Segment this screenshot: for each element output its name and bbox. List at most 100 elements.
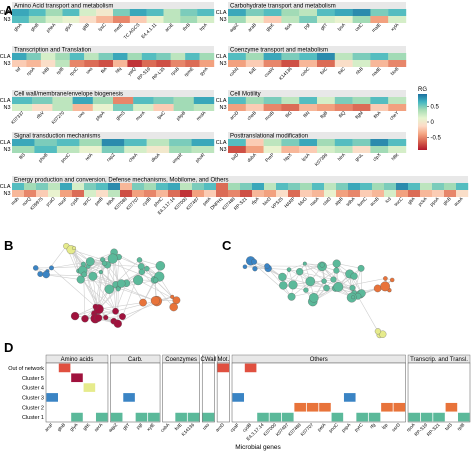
heatmap-cell xyxy=(352,139,371,146)
heatmap-cell xyxy=(384,190,397,197)
tile-gene-label: serA xyxy=(93,422,104,433)
heatmap-cell xyxy=(228,16,246,23)
facet-strip xyxy=(228,46,406,53)
network-edge xyxy=(244,265,268,268)
heatmap-cell xyxy=(34,146,58,153)
network-edge xyxy=(118,287,156,301)
heatmap-gene-label: lpxA xyxy=(301,152,312,163)
network-node xyxy=(379,330,387,338)
network-node xyxy=(113,319,122,328)
heatmap-facet: Carbohydrate transport and metabolismCLA… xyxy=(216,2,407,33)
network-node xyxy=(264,263,270,269)
heatmap-cell xyxy=(24,190,37,197)
network-node xyxy=(115,286,121,292)
heatmap-gene-label: murA xyxy=(135,110,147,122)
network-node xyxy=(330,276,337,283)
network-edge xyxy=(98,258,114,310)
facet-strip xyxy=(12,90,214,97)
heatmap-gene-label: nuoF xyxy=(57,196,68,207)
network-node xyxy=(252,266,258,272)
network-node xyxy=(88,271,98,281)
network-node xyxy=(390,277,395,283)
facet-title: Carbohydrate transport and metabolism xyxy=(230,3,336,9)
heatmap-cell xyxy=(32,97,53,104)
heatmap-cell xyxy=(264,190,277,197)
network-node xyxy=(150,296,160,306)
heatmap-cell xyxy=(146,9,164,16)
heatmap-gene-label: flgM xyxy=(354,110,364,120)
network-edge xyxy=(333,279,355,294)
tile-gene-label: aroF xyxy=(44,422,54,432)
facet-strip xyxy=(228,2,406,9)
heatmap-row-label: CLA xyxy=(0,54,11,60)
panel-label-b: B xyxy=(4,238,13,253)
heatmap-cell xyxy=(263,53,282,60)
heatmap-cell xyxy=(228,60,246,67)
heatmap-cell xyxy=(34,139,58,146)
network-edge xyxy=(310,281,354,298)
network-node xyxy=(136,257,143,263)
tile-cell xyxy=(281,412,294,422)
network-node xyxy=(305,276,316,287)
network-node xyxy=(138,268,146,275)
tile-gene-label: ssrD xyxy=(391,422,402,433)
heatmap-gene-label: rapZ xyxy=(106,152,116,162)
heatmap-cell xyxy=(113,60,128,67)
heatmap-cell xyxy=(334,16,353,23)
heatmap-cell xyxy=(264,183,277,190)
heatmap-cell xyxy=(408,183,421,190)
heatmap-cell xyxy=(48,183,61,190)
network-node xyxy=(104,284,115,294)
heatmap-gene-label: pbpA xyxy=(95,110,107,122)
heatmap-gene-label: folC xyxy=(319,66,329,76)
tile-cell xyxy=(356,412,368,422)
heatmap-cell xyxy=(372,183,385,190)
heatmap-cell xyxy=(132,183,145,190)
network-edge xyxy=(304,263,325,282)
tile-cell xyxy=(331,412,344,422)
tile-facet-title: Coenzymes xyxy=(165,357,197,363)
heatmap-cell xyxy=(84,190,97,197)
heatmap-cell xyxy=(199,53,215,60)
tile-facet-panel xyxy=(231,362,406,423)
network-nodes xyxy=(242,256,395,339)
heatmap-cell xyxy=(281,60,300,67)
network-node xyxy=(119,313,126,320)
heatmap-row-label: N3 xyxy=(3,147,10,153)
heatmap-cell xyxy=(299,139,318,146)
heatmap-gene-label: pckA xyxy=(417,196,428,207)
panel-c-network xyxy=(242,256,395,339)
heatmap-gene-label: hflK xyxy=(390,152,400,162)
heatmap-cell xyxy=(276,190,289,197)
heatmap-cell xyxy=(12,60,27,67)
heatmap-cell xyxy=(228,146,246,153)
heatmap-gene-label: phoR xyxy=(194,152,206,164)
heatmap-gene-label: cheA xyxy=(127,152,139,164)
heatmap-cell xyxy=(24,183,37,190)
network-node xyxy=(117,279,126,288)
heatmap-cell xyxy=(388,53,407,60)
network-edge xyxy=(288,263,305,270)
network-node xyxy=(172,296,181,305)
heatmap-gene-label: K09975 xyxy=(29,196,44,211)
heatmap-gene-label: bioB xyxy=(390,66,400,76)
tile-gene-label: folE xyxy=(174,422,183,431)
heatmap-gene-label: hfq xyxy=(114,66,122,74)
network-edge xyxy=(80,279,116,285)
heatmap-cell xyxy=(101,139,125,146)
heatmap-cell xyxy=(352,104,371,111)
facet-title: Amino Acid transport and metabolism xyxy=(14,3,113,9)
facet-strip xyxy=(12,46,214,53)
heatmap-gene-label: aceA xyxy=(453,196,465,208)
heatmap-cell xyxy=(193,104,215,111)
tile-gene-label: petA xyxy=(316,422,327,433)
heatmap-gene-label: fliQ xyxy=(338,110,347,119)
heatmap-cell xyxy=(388,146,407,153)
heatmap-cell xyxy=(317,60,335,67)
heatmap-cell xyxy=(192,183,205,190)
heatmap-cell xyxy=(113,97,134,104)
tile-y-label: Cluster 4 xyxy=(22,386,44,392)
network-edge xyxy=(360,268,362,294)
network-edge xyxy=(335,278,386,289)
